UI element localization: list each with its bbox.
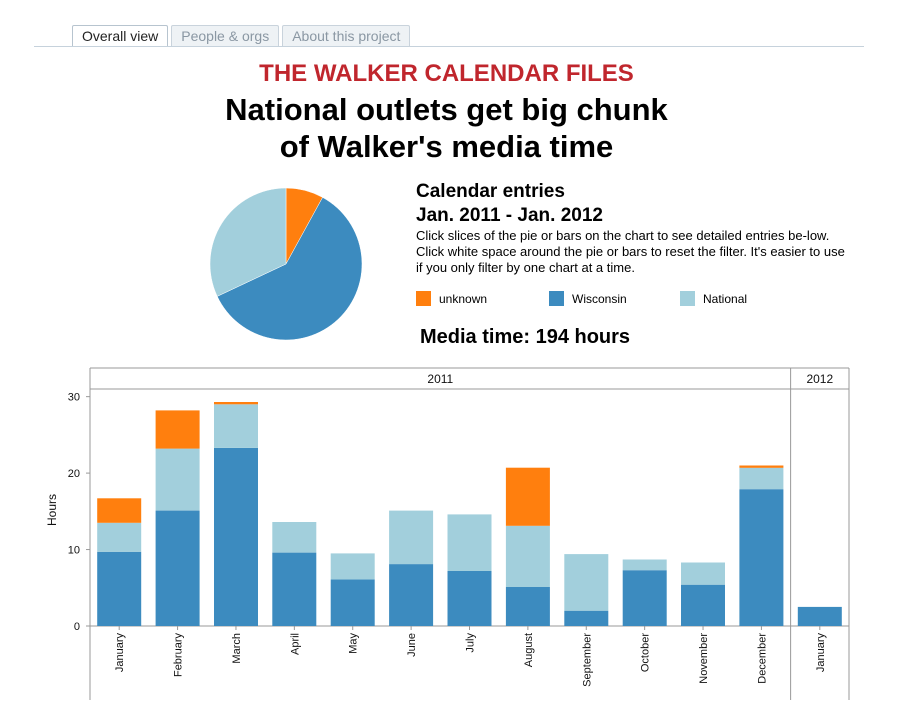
tab-bar: Overall view People & orgs About this pr… [72, 25, 411, 46]
bar-wisconsin-october[interactable] [622, 570, 667, 626]
bar-national-november[interactable] [681, 562, 725, 585]
bar-wisconsin-march[interactable] [214, 447, 258, 626]
x-tick-label: March [231, 633, 243, 664]
legend-label: unknown [439, 292, 488, 306]
calendar-description: Click slices of the pie or bars on the c… [416, 228, 845, 275]
bar-national-october[interactable] [622, 559, 667, 571]
calendar-title: Calendar entries Jan. 2011 - Jan. 2012 [416, 180, 603, 228]
x-tick-label: August [523, 633, 535, 667]
x-tick-label: February [173, 633, 185, 678]
bar-wisconsin-november[interactable] [681, 584, 725, 626]
bar-national-december[interactable] [739, 467, 784, 490]
y-tick-label: 30 [68, 392, 80, 404]
tab-overall-view[interactable]: Overall view [72, 25, 169, 46]
legend-swatch-national [680, 291, 695, 306]
kicker-title: THE WALKER CALENDAR FILES [259, 60, 634, 87]
bar-national-july[interactable] [447, 514, 492, 571]
bar-national-september[interactable] [564, 554, 609, 611]
x-tick-label: April [289, 633, 301, 655]
x-tick-label: January [815, 633, 827, 673]
bar-unknown-august[interactable] [505, 467, 550, 526]
bar-national-may[interactable] [330, 553, 375, 580]
legend-label: National [703, 292, 748, 306]
x-tick-label: November [698, 633, 710, 684]
year-label-2011: 2011 [427, 372, 453, 386]
bar-national-august[interactable] [505, 525, 550, 587]
y-tick-label: 10 [68, 545, 80, 557]
bar-unknown-march[interactable] [214, 402, 258, 405]
bar-unknown-february[interactable] [155, 410, 200, 449]
bar-national-march[interactable] [214, 404, 258, 448]
x-tick-label: January [114, 633, 126, 673]
pie-slice-national[interactable] [209, 187, 287, 297]
bar-unknown-january[interactable] [97, 498, 142, 523]
bar-wisconsin-january[interactable] [797, 606, 842, 626]
tab-divider [34, 46, 864, 47]
legend-swatch-wisconsin [549, 291, 564, 306]
legend-swatch-unknown [416, 291, 431, 306]
bar-wisconsin-september[interactable] [564, 610, 609, 626]
bar-unknown-december[interactable] [739, 465, 784, 468]
bar-wisconsin-may[interactable] [330, 579, 375, 626]
y-axis-title: Hours [45, 494, 59, 526]
x-tick-label: May [348, 633, 360, 654]
calendar-title-line-1: Calendar entries [416, 181, 565, 202]
bar-national-june[interactable] [389, 510, 434, 565]
media-time: Media time: 194 hours [420, 326, 631, 348]
bar-wisconsin-august[interactable] [505, 587, 550, 626]
bar-national-april[interactable] [272, 522, 317, 553]
page-title: National outlets get big chunk of Walker… [0, 91, 893, 165]
year-label-2012: 2012 [806, 372, 833, 386]
bar-wisconsin-july[interactable] [447, 571, 492, 626]
x-tick-label: September [581, 633, 593, 687]
calendar-title-line-2: Jan. 2011 - Jan. 2012 [416, 205, 603, 226]
bar-national-january[interactable] [97, 522, 142, 552]
headline-line-2: of Walker's media time [279, 129, 614, 164]
tab-about-project[interactable]: About this project [282, 25, 411, 46]
x-tick-label: June [406, 633, 418, 657]
bar-wisconsin-april[interactable] [272, 552, 317, 626]
pie-slice-wisconsin[interactable] [216, 197, 363, 341]
y-tick-label: 20 [68, 468, 80, 480]
bar-national-february[interactable] [155, 448, 200, 511]
x-tick-label: July [465, 633, 477, 653]
bar-wisconsin-january[interactable] [97, 551, 142, 626]
bar-wisconsin-february[interactable] [155, 510, 200, 626]
x-tick-label: December [756, 633, 768, 684]
bar-wisconsin-june[interactable] [389, 564, 434, 626]
legend-label: Wisconsin [572, 292, 627, 306]
y-tick-label: 0 [74, 621, 80, 633]
x-tick-label: October [640, 633, 652, 672]
headline-line-1: National outlets get big chunk [225, 92, 668, 127]
bar-wisconsin-december[interactable] [739, 489, 784, 626]
tab-people-orgs[interactable]: People & orgs [171, 25, 280, 46]
